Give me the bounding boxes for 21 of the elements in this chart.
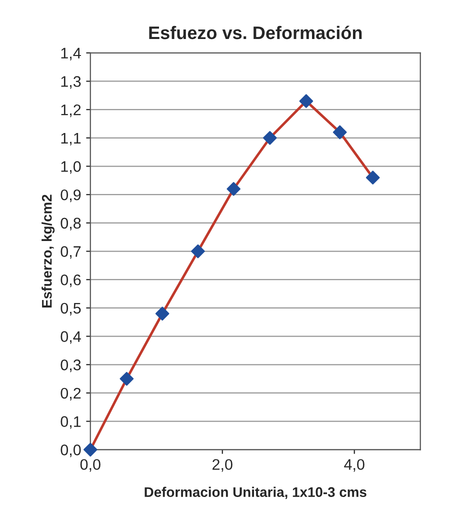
y-tick-label: 0,4 [60, 331, 81, 344]
y-tick-label: 0,8 [60, 218, 81, 230]
y-tick-label: 1,4 [61, 48, 81, 60]
y-tick-label: 1,2 [61, 104, 81, 118]
y-tick-label: 0,3 [60, 360, 81, 372]
y-tick-label: 0,1 [60, 416, 81, 429]
y-tick-label: 1,0 [61, 161, 81, 174]
y-tick-label: 0,5 [60, 302, 81, 316]
chart-title: Esfuezo vs. Deformación [149, 26, 362, 40]
y-tick-label: 0,2 [60, 388, 81, 400]
y-tick-label: 0,6 [60, 274, 81, 288]
y-tick-label: 0,9 [60, 189, 81, 202]
x-tick-label: 4,0 [344, 459, 364, 472]
y-tick-label: 0,0 [60, 444, 81, 458]
x-tick-label: 2,0 [212, 459, 232, 472]
x-tick-label: 0,0 [80, 459, 100, 472]
y-axis-title: Esfuerzo, kg/cm2 [42, 194, 55, 308]
y-tick-label: 0,7 [60, 246, 81, 259]
y-tick-label: 1,1 [61, 132, 81, 146]
y-tick-label: 1,3 [61, 76, 81, 89]
x-axis-title: Deformacion Unitaria, 1x10-3 cms [144, 486, 366, 500]
